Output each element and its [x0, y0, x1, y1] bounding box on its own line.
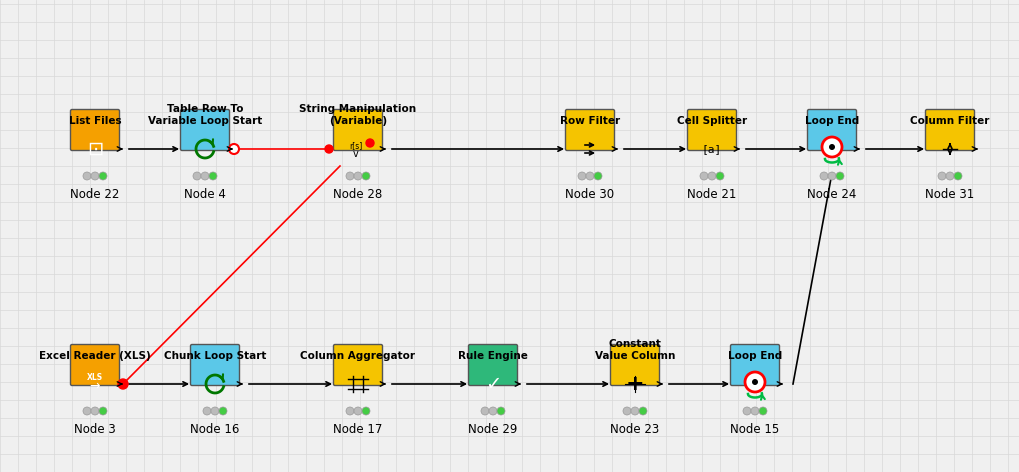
Text: Cell Splitter: Cell Splitter [677, 116, 747, 126]
Circle shape [829, 144, 835, 150]
Circle shape [743, 407, 751, 415]
Text: Constant
Value Column: Constant Value Column [595, 339, 676, 361]
Circle shape [362, 407, 370, 415]
Circle shape [83, 407, 91, 415]
Circle shape [938, 172, 946, 180]
Text: v: v [354, 149, 359, 159]
Circle shape [822, 137, 842, 157]
Circle shape [354, 172, 362, 180]
Text: Node 24: Node 24 [807, 188, 857, 201]
Text: XLS: XLS [87, 373, 103, 382]
Text: Column Aggregator: Column Aggregator [301, 351, 416, 361]
Circle shape [211, 407, 219, 415]
Text: Node 22: Node 22 [70, 188, 119, 201]
Text: Node 4: Node 4 [184, 188, 226, 201]
Text: Node 21: Node 21 [687, 188, 737, 201]
Circle shape [83, 172, 91, 180]
FancyBboxPatch shape [70, 345, 119, 386]
Circle shape [820, 172, 828, 180]
Text: [a]: [a] [702, 144, 722, 154]
Circle shape [489, 407, 497, 415]
Text: ⊡: ⊡ [87, 140, 103, 159]
Text: List Files: List Files [68, 116, 121, 126]
Text: +: + [626, 374, 644, 394]
Circle shape [325, 145, 333, 153]
Circle shape [219, 407, 227, 415]
FancyBboxPatch shape [70, 110, 119, 151]
Circle shape [586, 172, 594, 180]
FancyBboxPatch shape [807, 110, 857, 151]
Text: Node 23: Node 23 [610, 423, 659, 436]
FancyBboxPatch shape [469, 345, 518, 386]
FancyBboxPatch shape [731, 345, 780, 386]
Circle shape [828, 172, 836, 180]
Circle shape [346, 172, 354, 180]
Text: String Manipulation
(Variable): String Manipulation (Variable) [300, 104, 417, 126]
Circle shape [639, 407, 647, 415]
Text: Node 17: Node 17 [333, 423, 383, 436]
Text: Table Row To
Variable Loop Start: Table Row To Variable Loop Start [148, 104, 262, 126]
FancyBboxPatch shape [180, 110, 229, 151]
Circle shape [578, 172, 586, 180]
Text: Loop End: Loop End [805, 116, 859, 126]
Text: Excel Reader (XLS): Excel Reader (XLS) [39, 351, 151, 361]
Circle shape [366, 139, 374, 147]
Circle shape [99, 172, 107, 180]
Circle shape [497, 407, 505, 415]
Circle shape [716, 172, 725, 180]
Circle shape [759, 407, 767, 415]
Text: Node 30: Node 30 [566, 188, 614, 201]
Circle shape [99, 407, 107, 415]
Text: Loop End: Loop End [728, 351, 783, 361]
FancyBboxPatch shape [688, 110, 737, 151]
Circle shape [745, 372, 765, 392]
Circle shape [481, 407, 489, 415]
Text: Row Filter: Row Filter [559, 116, 621, 126]
Circle shape [229, 144, 239, 154]
Circle shape [203, 407, 211, 415]
Circle shape [91, 172, 99, 180]
Circle shape [594, 172, 602, 180]
Circle shape [631, 407, 639, 415]
Text: Chunk Loop Start: Chunk Loop Start [164, 351, 266, 361]
Text: Node 3: Node 3 [74, 423, 116, 436]
Circle shape [752, 379, 758, 385]
Circle shape [946, 172, 954, 180]
Circle shape [700, 172, 708, 180]
FancyBboxPatch shape [925, 110, 974, 151]
Circle shape [346, 407, 354, 415]
Circle shape [362, 172, 370, 180]
Circle shape [623, 407, 631, 415]
Text: Node 15: Node 15 [731, 423, 780, 436]
Circle shape [118, 379, 128, 389]
Text: Node 29: Node 29 [469, 423, 518, 436]
Circle shape [354, 407, 362, 415]
Circle shape [836, 172, 844, 180]
Text: ✓: ✓ [485, 374, 501, 394]
FancyBboxPatch shape [333, 110, 382, 151]
Text: Node 16: Node 16 [191, 423, 239, 436]
FancyBboxPatch shape [566, 110, 614, 151]
Text: →: → [90, 379, 100, 393]
Text: Rule Engine: Rule Engine [459, 351, 528, 361]
Circle shape [201, 172, 209, 180]
FancyBboxPatch shape [191, 345, 239, 386]
Circle shape [193, 172, 201, 180]
Text: Node 31: Node 31 [925, 188, 974, 201]
Circle shape [209, 172, 217, 180]
Text: r[s]: r[s] [350, 142, 363, 151]
FancyBboxPatch shape [333, 345, 382, 386]
Circle shape [751, 407, 759, 415]
Text: Column Filter: Column Filter [910, 116, 989, 126]
Circle shape [954, 172, 962, 180]
FancyBboxPatch shape [610, 345, 659, 386]
Circle shape [708, 172, 716, 180]
Text: Node 28: Node 28 [333, 188, 382, 201]
Circle shape [91, 407, 99, 415]
